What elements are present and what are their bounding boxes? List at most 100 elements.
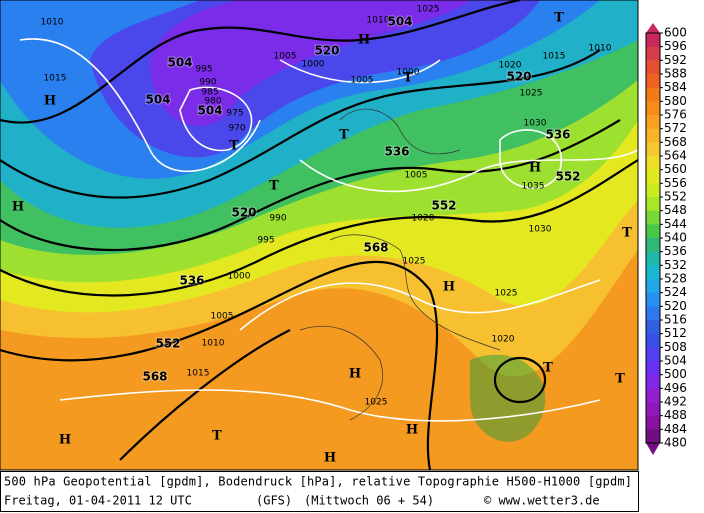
colorbar-tick-label: 596: [664, 39, 687, 53]
colorbar-tick-label: 592: [664, 53, 687, 67]
geopotential-label: 568: [142, 370, 167, 384]
pressure-center: T: [554, 11, 564, 26]
pressure-label: 1020: [492, 335, 515, 345]
colorbar-swatch: [646, 115, 660, 130]
geopotential-label: 552: [431, 199, 456, 213]
colorbar-tick-label: 572: [664, 121, 687, 135]
pressure-label: 1015: [44, 74, 67, 84]
pressure-label: 980: [204, 97, 221, 107]
colorbar-tick-label: 500: [664, 367, 687, 381]
colorbar-swatch: [646, 388, 660, 403]
colorbar-swatch: [646, 251, 660, 266]
footer-date: Freitag, 01-04-2011 12 UTC: [4, 494, 192, 508]
colorbar-top-arrow: [646, 23, 660, 33]
pressure-label: 1005: [351, 76, 374, 86]
colorbar-tick-label: 552: [664, 190, 687, 204]
pressure-center: T: [229, 139, 239, 154]
colorbar-bottom-arrow: [646, 443, 660, 455]
colorbar-swatch: [646, 306, 660, 321]
geopotential-label: 504: [145, 93, 170, 107]
pressure-center: H: [44, 94, 56, 109]
colorbar-swatch: [646, 156, 660, 171]
footer-description: 500 hPa Geopotential [gpdm], Bodendruck …: [4, 475, 632, 489]
colorbar-tick-label: 532: [664, 258, 687, 272]
geopotential-label: 520: [314, 44, 339, 58]
colorbar-swatch: [646, 429, 660, 444]
colorbar-swatch: [646, 402, 660, 417]
pressure-label: 1010: [367, 16, 390, 26]
geopotential-label: 536: [179, 274, 204, 288]
geopotential-label: 520: [506, 70, 531, 84]
geopotential-label: 504: [167, 56, 192, 70]
colorbar-swatch: [646, 142, 660, 157]
colorbar-swatch: [646, 101, 660, 116]
colorbar-tick-label: 580: [664, 94, 687, 108]
colorbar-tick-label: 484: [664, 422, 687, 436]
pressure-label: 1030: [524, 119, 547, 129]
colorbar-tick-label: 556: [664, 176, 687, 190]
colorbar-swatch: [646, 333, 660, 348]
geopotential-label: 536: [545, 128, 570, 142]
pressure-center: T: [622, 226, 632, 241]
pressure-label: 1025: [417, 5, 440, 15]
colorbar-tick-label: 588: [664, 67, 687, 81]
colorbar-swatch: [646, 87, 660, 102]
pressure-label: 1010: [41, 18, 64, 28]
geopotential-label: 536: [384, 145, 409, 159]
colorbar-tick-label: 548: [664, 203, 687, 217]
pressure-center: H: [59, 433, 71, 448]
colorbar-tick-label: 564: [664, 149, 687, 163]
colorbar-tick-label: 488: [664, 408, 687, 422]
colorbar-tick-label: 584: [664, 80, 687, 94]
colorbar-tick-label: 516: [664, 313, 687, 327]
colorbar-tick-label: 560: [664, 162, 687, 176]
pressure-label: 1000: [302, 60, 325, 70]
pressure-label: 1010: [202, 339, 225, 349]
colorbar-swatch: [646, 74, 660, 89]
colorbar-swatch: [646, 279, 660, 294]
colorbar-tick-label: 480: [664, 436, 687, 450]
pressure-label: 1000: [228, 272, 251, 282]
pressure-label: 1015: [543, 52, 566, 62]
footer-source: © www.wetter3.de: [484, 494, 600, 508]
pressure-label: 1035: [522, 182, 545, 192]
colorbar-tick-label: 524: [664, 285, 687, 299]
colorbar-tick-label: 544: [664, 217, 687, 231]
colorbar-swatch: [646, 374, 660, 389]
pressure-label: 1020: [412, 214, 435, 224]
pressure-label: 1025: [403, 257, 426, 267]
pressure-center: H: [406, 423, 418, 438]
colorbar-swatch: [646, 169, 660, 184]
pressure-label: 1030: [529, 225, 552, 235]
pressure-label: 990: [199, 78, 216, 88]
pressure-label: 1000: [397, 68, 420, 78]
pressure-label: 1010: [589, 44, 612, 54]
pressure-center: T: [212, 429, 222, 444]
colorbar-swatch: [646, 320, 660, 335]
pressure-label: 1025: [520, 89, 543, 99]
colorbar-swatch: [646, 238, 660, 253]
pressure-label: 1005: [274, 52, 297, 62]
pressure-center: H: [12, 200, 24, 215]
colorbar-tick-label: 528: [664, 272, 687, 286]
pressure-center: H: [443, 280, 455, 295]
colorbar-tick-label: 512: [664, 326, 687, 340]
pressure-label: 985: [201, 88, 218, 98]
colorbar-swatch: [646, 292, 660, 307]
pressure-label: 1025: [365, 398, 388, 408]
geopotential-label: 504: [197, 104, 222, 118]
pressure-center: H: [324, 451, 336, 466]
pressure-center: H: [358, 33, 370, 48]
colorbar-tick-label: 540: [664, 231, 687, 245]
pressure-label: 990: [269, 214, 286, 224]
pressure-label: 970: [228, 124, 245, 134]
pressure-label: 1005: [405, 171, 428, 181]
colorbar-swatch: [646, 265, 660, 280]
footer-model: (GFS): [256, 494, 292, 508]
colorbar-tick-label: 496: [664, 381, 687, 395]
colorbar-tick-label: 504: [664, 354, 687, 368]
map-fields: [0, 0, 638, 470]
colorbar-swatch: [646, 415, 660, 430]
